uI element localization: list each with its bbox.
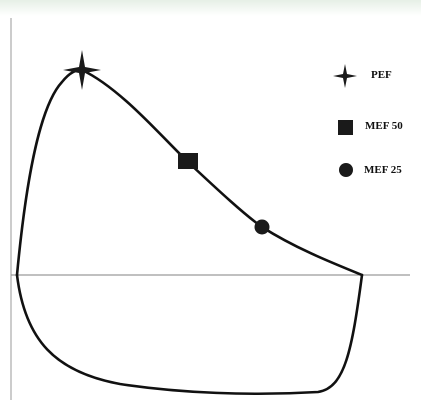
inspiratory-curve (15, 273, 364, 396)
legend-label-mef25: MEF 25 (364, 164, 402, 176)
mef25-circle-marker (254, 219, 270, 235)
legend-square-icon (338, 120, 353, 135)
legend-label-pef: PEF (371, 69, 392, 81)
watermark-strip (0, 0, 421, 16)
mef50-square-marker (178, 153, 198, 169)
expiratory-curve (15, 68, 364, 277)
legend-star-icon (333, 64, 357, 88)
legend-label-mef50: MEF 50 (365, 120, 403, 132)
legend-circle-icon (339, 163, 353, 177)
pef-star-marker (63, 50, 101, 90)
